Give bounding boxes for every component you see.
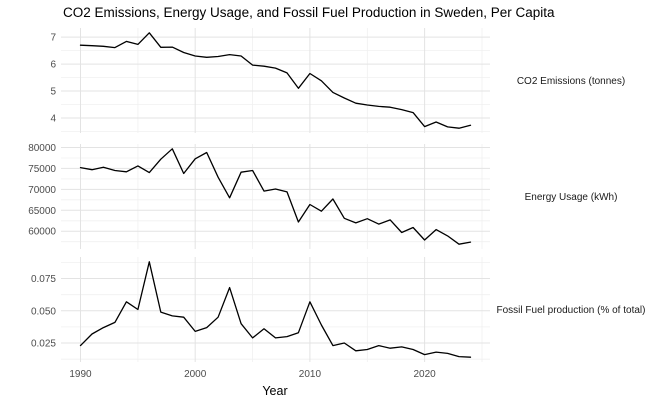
facet-strip-label: Energy Usage (kWh) [525,192,618,203]
y-tick-label: 60000 [28,227,56,238]
facet-panel: 0.025 0.050 0.075 Fossil Fuel production (%… [31,257,646,362]
y-tick-label: 0.025 [31,339,56,350]
x-tick-label: 2010 [299,369,322,380]
y-tick-label: 5 [50,87,56,98]
y-tick-label: 70000 [28,185,56,196]
y-tick-label: 75000 [28,164,56,175]
x-axis-title: Year [262,384,287,398]
data-line [79,32,472,129]
y-tick-label: 4 [50,114,56,125]
data-line [79,148,472,245]
x-tick-label: 2020 [413,369,436,380]
x-axis: 1990 2000 2010 2020 [69,369,436,380]
facet-strip-label: CO2 Emissions (tonnes) [517,76,625,87]
y-tick-label: 0.050 [31,306,56,317]
y-tick-label: 0.075 [31,274,56,285]
y-tick-label: 7 [50,33,56,44]
facet-panels: 4 5 6 7 CO2 Emissions (tonnes) 60000 65000 7000… [28,28,645,362]
facet-panel: 60000 65000 70000 75000 80000 Energy Usage (k… [28,143,617,249]
x-tick-label: 1990 [69,369,92,380]
facet-strip-label: Fossil Fuel production (% of total) [497,305,646,316]
data-line [79,261,472,358]
y-tick-label: 80000 [28,143,56,154]
y-tick-label: 65000 [28,206,56,217]
facet-panel: 4 5 6 7 CO2 Emissions (tonnes) [50,28,625,133]
x-tick-label: 2000 [184,369,207,380]
y-tick-label: 6 [50,60,56,71]
chart-title: CO2 Emissions, Energy Usage, and Fossil … [63,5,555,20]
